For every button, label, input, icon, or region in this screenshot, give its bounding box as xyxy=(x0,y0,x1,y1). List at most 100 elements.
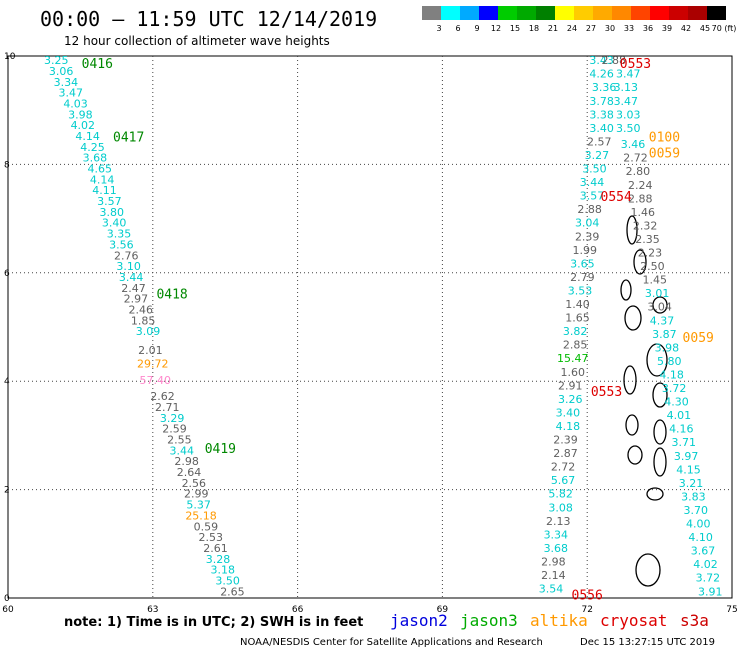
data-point-label: 3.46 xyxy=(621,138,646,151)
data-point-label: 2.97 xyxy=(124,293,149,306)
data-point-label: 2.46 xyxy=(128,303,153,316)
data-point-label: 3.44 xyxy=(580,176,605,189)
data-point-label: 2.14 xyxy=(541,569,566,582)
data-point-label: 2.71 xyxy=(155,401,180,414)
data-point-label: 3.57 xyxy=(97,195,122,208)
color-scale-bar: 3 6 9 12 15 18 21 24 27 30 33 36 39 42 45 70 (ft) xyxy=(422,6,736,33)
legend-entry: s3a xyxy=(680,611,709,630)
data-point-label: 4.02 xyxy=(693,558,718,571)
data-point-label: 3.83 xyxy=(681,490,706,503)
time-labels: 0416 0417 0418 0419 0553 0100 0059 0554 0059 0553… xyxy=(82,57,714,603)
data-point-label: 2.50 xyxy=(640,260,665,273)
data-point-label: 3.78 xyxy=(589,95,614,108)
data-point-label: 2.99 xyxy=(184,488,209,501)
data-point-label: 3.50 xyxy=(582,163,607,176)
legend-entry: jason3 xyxy=(460,611,518,630)
data-point-label: 3.72 xyxy=(696,572,721,585)
x-tick-label: 75 xyxy=(726,605,737,615)
coastline-shape xyxy=(625,414,639,436)
colorbar-swatch xyxy=(650,6,669,20)
x-tick-label: 60 xyxy=(2,605,14,615)
data-point-label: 2.23 xyxy=(638,247,663,260)
legend-entry: jason2 xyxy=(390,611,448,630)
data-point-label: 3.27 xyxy=(585,149,610,162)
colorbar-label: 42 xyxy=(681,24,691,33)
data-point-label: 3.70 xyxy=(684,504,709,517)
data-point-label: 4.00 xyxy=(686,518,711,531)
colorbar-label: 27 xyxy=(586,24,596,33)
time-label: 0553 xyxy=(620,57,651,72)
data-point-label: 2.13 xyxy=(546,515,571,528)
data-point-label: 3.53 xyxy=(568,284,593,297)
data-point-label: 3.98 xyxy=(655,341,680,354)
data-point-label: 3.26 xyxy=(558,393,583,406)
plot-area: 3.253.063.343.474.033.984.024.144.253.68… xyxy=(2,52,737,615)
data-point-label: 3.54 xyxy=(539,583,564,596)
colorbar-label: 45 xyxy=(700,24,710,33)
time-label: 0554 xyxy=(601,190,632,205)
footer-timestamp: Dec 15 13:27:15 UTC 2019 xyxy=(580,637,715,648)
colorbar-swatch xyxy=(631,6,650,20)
data-point-label: 3.38 xyxy=(589,108,614,121)
plot-frame xyxy=(7,55,733,599)
colorbar-swatch xyxy=(669,6,688,20)
data-point-label: 3.09 xyxy=(136,325,161,338)
y-tick-label: 4 xyxy=(4,377,10,387)
time-label: 0553 xyxy=(591,385,622,400)
data-point-label: 4.16 xyxy=(669,423,694,436)
data-point-label: 2.98 xyxy=(174,455,199,468)
data-point-label: 3.04 xyxy=(647,301,672,314)
data-point-label: 3.56 xyxy=(109,238,134,251)
data-point-label: 3.44 xyxy=(170,444,195,457)
data-point-label: 2.61 xyxy=(203,542,228,555)
y-tick-label: 10 xyxy=(4,52,16,62)
data-point-label: 3.50 xyxy=(616,122,641,135)
colorbar-swatch xyxy=(517,6,536,20)
data-point-label: 3.06 xyxy=(49,65,74,78)
data-point-label: 2.76 xyxy=(114,249,139,262)
x-tick-label: 66 xyxy=(292,605,304,615)
data-point-label: 1.60 xyxy=(560,366,585,379)
coastline-shape xyxy=(626,215,638,245)
colorbar-label: 9 xyxy=(474,24,479,33)
coastline-shape xyxy=(652,296,668,314)
colorbar-label: 15 xyxy=(510,24,520,33)
data-point-label: 3.67 xyxy=(691,545,716,558)
data-point-label: 4.01 xyxy=(667,409,692,422)
data-point-label: 2.24 xyxy=(628,179,653,192)
data-point-label: 3.13 xyxy=(614,81,639,94)
data-point-label: 4.65 xyxy=(87,163,112,176)
data-point-label: 3.47 xyxy=(58,87,83,100)
footer-note: note: 1) Time is in UTC; 2) SWH is in fe… xyxy=(64,615,363,630)
data-point-label: 4.11 xyxy=(92,184,117,197)
data-point-label: 1.46 xyxy=(630,206,655,219)
colorbar-label: 36 xyxy=(643,24,653,33)
data-point-label: 3.47 xyxy=(616,68,641,81)
data-point-label: 3.04 xyxy=(575,217,600,230)
data-labels: 3.253.063.343.474.033.984.024.144.253.68… xyxy=(44,54,723,598)
data-point-label: 3.43 xyxy=(589,54,614,67)
data-point-label: 3.28 xyxy=(206,553,231,566)
data-point-label: 3.40 xyxy=(556,406,581,419)
data-point-label: 2.01 xyxy=(138,344,163,357)
data-point-label: 4.37 xyxy=(650,314,675,327)
data-point-label: 3.01 xyxy=(645,287,670,300)
data-point-label: 2.87 xyxy=(553,447,578,460)
y-tick-label: 0 xyxy=(4,594,10,604)
data-point-label: 3.03 xyxy=(616,108,641,121)
data-point-label: 3.34 xyxy=(544,528,569,541)
data-point-label: 4.14 xyxy=(90,173,115,186)
data-point-label: 2.56 xyxy=(182,477,207,490)
colorbar-swatch xyxy=(555,6,574,20)
data-point-label: 4.10 xyxy=(688,531,713,544)
data-point-label: 2.55 xyxy=(167,434,192,447)
data-point-label: 3.47 xyxy=(614,95,639,108)
data-point-label: 4.26 xyxy=(589,68,614,81)
footer-credit: NOAA/NESDIS Center for Satellite Applica… xyxy=(240,637,543,648)
data-point-label: 3.80 xyxy=(100,206,125,219)
colorbar-swatch xyxy=(574,6,593,20)
colorbar-label: 70 (ft) xyxy=(712,24,737,33)
data-point-label: 2.65 xyxy=(220,585,245,598)
data-point-label: 3.25 xyxy=(44,54,69,67)
